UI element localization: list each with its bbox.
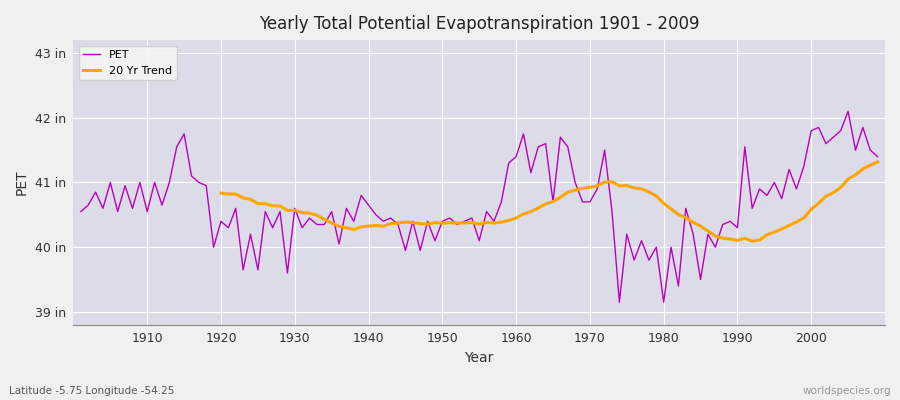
PET (134, 180, 145, 185)
20 Yr Trend (784, 223, 795, 228)
PET (341, 206, 352, 211)
PET (614, 300, 625, 304)
Line: 20 Yr Trend: 20 Yr Trend (221, 162, 878, 241)
Text: Latitude -5.75 Longitude -54.25: Latitude -5.75 Longitude -54.25 (9, 386, 175, 396)
PET (510, 154, 521, 159)
20 Yr Trend (872, 160, 883, 164)
20 Yr Trend (747, 239, 758, 244)
Title: Yearly Total Potential Evapotranspiration 1901 - 2009: Yearly Total Potential Evapotranspiratio… (259, 15, 699, 33)
PET (297, 225, 308, 230)
PET (503, 161, 514, 166)
20 Yr Trend (216, 191, 227, 196)
Text: worldspecies.org: worldspecies.org (803, 386, 891, 396)
PET (76, 209, 86, 214)
20 Yr Trend (850, 172, 861, 177)
20 Yr Trend (769, 230, 779, 234)
Line: PET: PET (81, 111, 878, 302)
PET (872, 154, 883, 159)
Y-axis label: PET: PET (15, 170, 29, 195)
PET (599, 148, 610, 152)
PET (842, 109, 853, 114)
20 Yr Trend (673, 212, 684, 217)
X-axis label: Year: Year (464, 351, 494, 365)
20 Yr Trend (415, 221, 426, 226)
Legend: PET, 20 Yr Trend: PET, 20 Yr Trend (79, 46, 176, 80)
20 Yr Trend (304, 211, 315, 216)
